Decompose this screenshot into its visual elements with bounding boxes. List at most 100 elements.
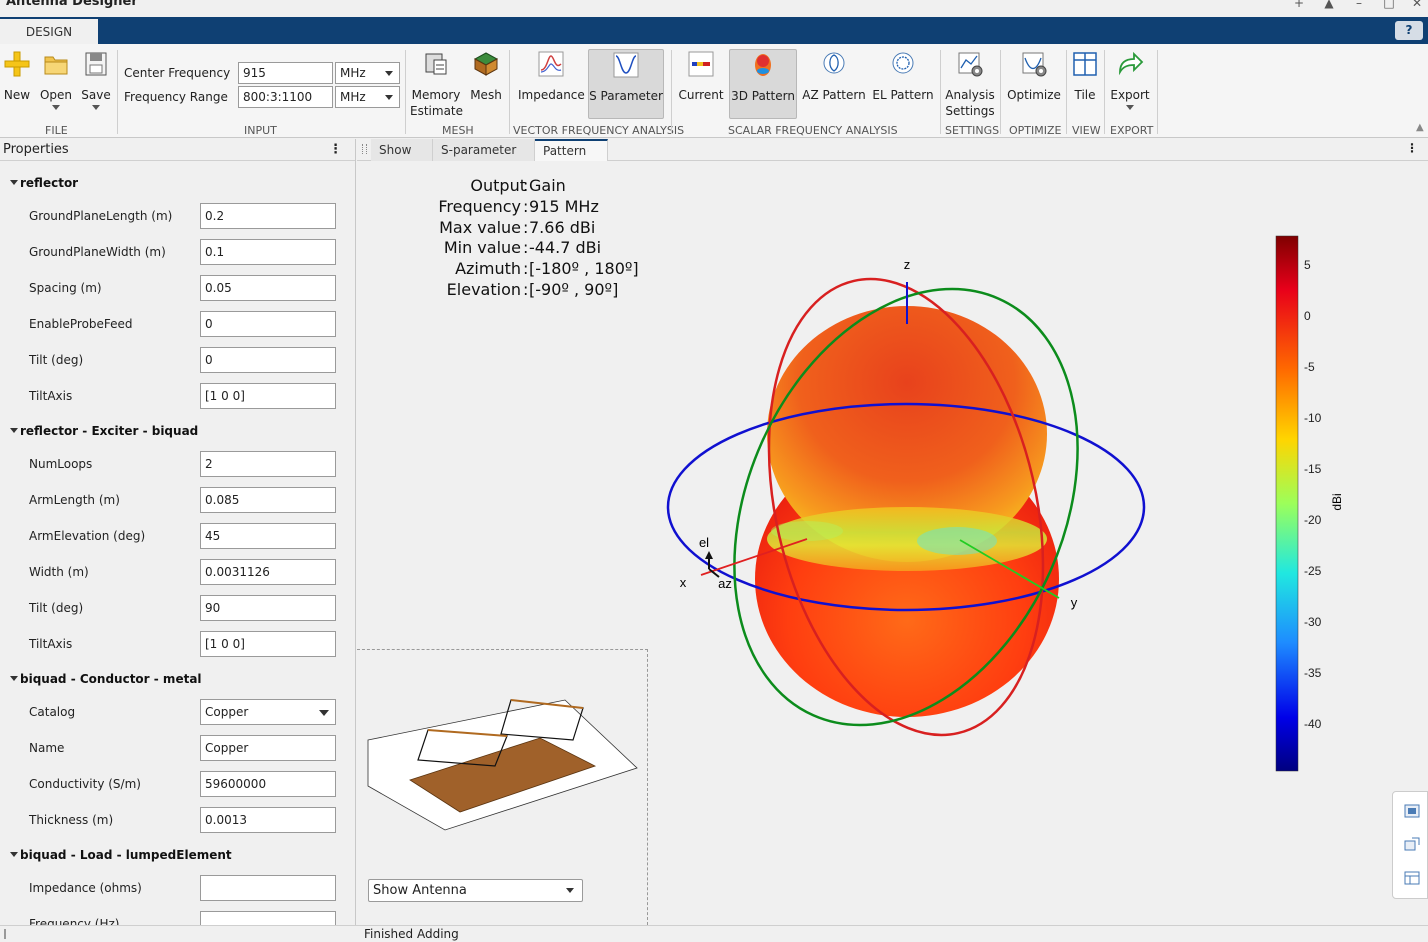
- minimize-button[interactable]: –: [1356, 0, 1362, 10]
- antenna-geometry[interactable]: [365, 690, 640, 835]
- el-pattern-label: EL Pattern: [872, 88, 934, 102]
- memory-estimate-button[interactable]: Memory Estimate: [410, 50, 463, 119]
- property-input[interactable]: 2: [200, 451, 336, 477]
- scroll-left-icon[interactable]: [4, 929, 12, 939]
- center-frequency-input[interactable]: 915: [238, 62, 333, 84]
- property-input[interactable]: 45: [200, 523, 336, 549]
- property-input[interactable]: Copper: [200, 735, 336, 761]
- property-input[interactable]: 0: [200, 347, 336, 373]
- property-input[interactable]: 59600000: [200, 771, 336, 797]
- info-value: 7.66 dBi: [529, 218, 596, 237]
- tile-button[interactable]: Tile: [1070, 50, 1100, 103]
- properties-panel: Properties ⋮ reflector GroundPlaneLength…: [0, 139, 356, 925]
- az-pattern-button[interactable]: AZ Pattern: [802, 50, 866, 103]
- maximize-button[interactable]: □: [1383, 0, 1395, 10]
- el-pattern-icon: [892, 52, 914, 74]
- drag-grip-icon[interactable]: [362, 144, 367, 154]
- chevron-down-icon: [566, 888, 574, 893]
- separator: [1157, 50, 1158, 134]
- export-button[interactable]: Export: [1108, 50, 1152, 110]
- tile-label: Tile: [1074, 88, 1096, 102]
- section-scalar: SCALAR FREQUENCY ANALYSIS: [728, 124, 898, 137]
- 3d-pattern-plot[interactable]: z y x el az: [657, 239, 1167, 759]
- separator: [1000, 50, 1001, 134]
- property-input[interactable]: 90: [200, 595, 336, 621]
- property-row: Thickness (m) 0.0013: [29, 807, 339, 833]
- new-button[interactable]: New: [2, 50, 32, 103]
- group-exciter[interactable]: reflector - Exciter - biquad: [10, 424, 198, 438]
- property-input[interactable]: 0.05: [200, 275, 336, 301]
- tile-icon: [1073, 52, 1097, 76]
- property-label: Thickness (m): [29, 813, 114, 827]
- property-row: TiltAxis [1 0 0]: [29, 383, 339, 409]
- property-input[interactable]: [1 0 0]: [200, 383, 336, 409]
- az-pattern-label: AZ Pattern: [802, 88, 866, 102]
- frequency-range-unit-select[interactable]: MHz: [335, 86, 400, 108]
- help-button[interactable]: ?: [1395, 21, 1423, 40]
- property-input[interactable]: 0.085: [200, 487, 336, 513]
- save-button[interactable]: Save: [80, 50, 112, 110]
- open-button[interactable]: Open: [38, 50, 74, 110]
- property-input[interactable]: 0: [200, 311, 336, 337]
- elevation-ring-green: [733, 287, 1079, 727]
- new-icon: [4, 51, 30, 77]
- toolstrip: New Open Save FILE Center Frequency 915 …: [0, 44, 1428, 138]
- more-options-icon[interactable]: ⋮: [329, 142, 342, 157]
- property-input[interactable]: [1 0 0]: [200, 631, 336, 657]
- s-parameter-button[interactable]: S Parameter: [588, 49, 664, 119]
- info-colon: :: [523, 197, 529, 216]
- property-input[interactable]: 0.0031126: [200, 559, 336, 585]
- radiation-surface: [755, 306, 1059, 717]
- mesh-button[interactable]: Mesh: [467, 50, 505, 103]
- center-frequency-unit-select[interactable]: MHz: [335, 62, 400, 84]
- tab-s-parameter[interactable]: S-parameter: [433, 139, 535, 161]
- save-label: Save: [81, 88, 111, 102]
- group-label: reflector: [20, 176, 79, 190]
- el-pattern-button[interactable]: EL Pattern: [872, 50, 934, 103]
- current-button[interactable]: Current: [678, 50, 724, 103]
- chevron-down-icon[interactable]: [1126, 105, 1134, 110]
- 3d-pattern-button[interactable]: 3D Pattern: [729, 49, 797, 119]
- property-input[interactable]: [200, 875, 336, 901]
- section-input: INPUT: [244, 124, 277, 137]
- property-input[interactable]: 0.1: [200, 239, 336, 265]
- info-key: Frequency: [438, 197, 521, 216]
- colorbar-tick: -40: [1304, 717, 1322, 731]
- property-label: Conductivity (S/m): [29, 777, 141, 791]
- analysis-settings-button[interactable]: Analysis Settings: [944, 50, 996, 119]
- property-input[interactable]: [200, 911, 336, 925]
- property-label: GroundPlaneLength (m): [29, 209, 173, 223]
- more-options-icon[interactable]: ⋮: [1406, 141, 1418, 155]
- property-row: Spacing (m) 0.05: [29, 275, 339, 301]
- add-icon[interactable]: +: [1293, 0, 1305, 10]
- collapse-toolstrip-icon[interactable]: ▲: [1416, 122, 1424, 133]
- info-value: Gain: [529, 176, 566, 195]
- group-reflector[interactable]: reflector: [10, 176, 78, 190]
- close-button[interactable]: ✕: [1411, 0, 1423, 10]
- group-load[interactable]: biquad - Load - lumpedElement: [10, 848, 232, 862]
- impedance-button[interactable]: Impedance: [518, 50, 585, 103]
- optimize-button[interactable]: Optimize: [1006, 50, 1062, 103]
- property-input[interactable]: 0.0013: [200, 807, 336, 833]
- chevron-down-icon[interactable]: [92, 105, 100, 110]
- group-label: reflector - Exciter - biquad: [20, 424, 199, 438]
- tab-show[interactable]: Show: [371, 139, 433, 161]
- property-label: Catalog: [29, 705, 76, 719]
- rotate-view-icon[interactable]: [1404, 804, 1420, 818]
- tab-pattern[interactable]: Pattern: [535, 139, 608, 161]
- properties-scrollbar[interactable]: [0, 925, 357, 942]
- colorbar-tick: 0: [1304, 309, 1311, 323]
- restore-view-icon[interactable]: [1404, 837, 1420, 851]
- frequency-range-input[interactable]: 800:3:1100: [238, 86, 333, 108]
- chevron-down-icon[interactable]: [52, 105, 60, 110]
- show-antenna-select[interactable]: Show Antenna: [368, 879, 583, 902]
- tab-design[interactable]: DESIGN: [0, 17, 98, 44]
- catalog-select[interactable]: Copper: [200, 699, 336, 725]
- property-input[interactable]: 0.2: [200, 203, 336, 229]
- group-conductor[interactable]: biquad - Conductor - metal: [10, 672, 202, 686]
- data-tips-icon[interactable]: [1404, 871, 1420, 885]
- analysis-label-line1: Analysis: [945, 88, 995, 102]
- collapse-icon[interactable]: ▲: [1324, 0, 1334, 10]
- property-row: GroundPlaneLength (m) 0.2: [29, 203, 339, 229]
- separator: [671, 50, 672, 134]
